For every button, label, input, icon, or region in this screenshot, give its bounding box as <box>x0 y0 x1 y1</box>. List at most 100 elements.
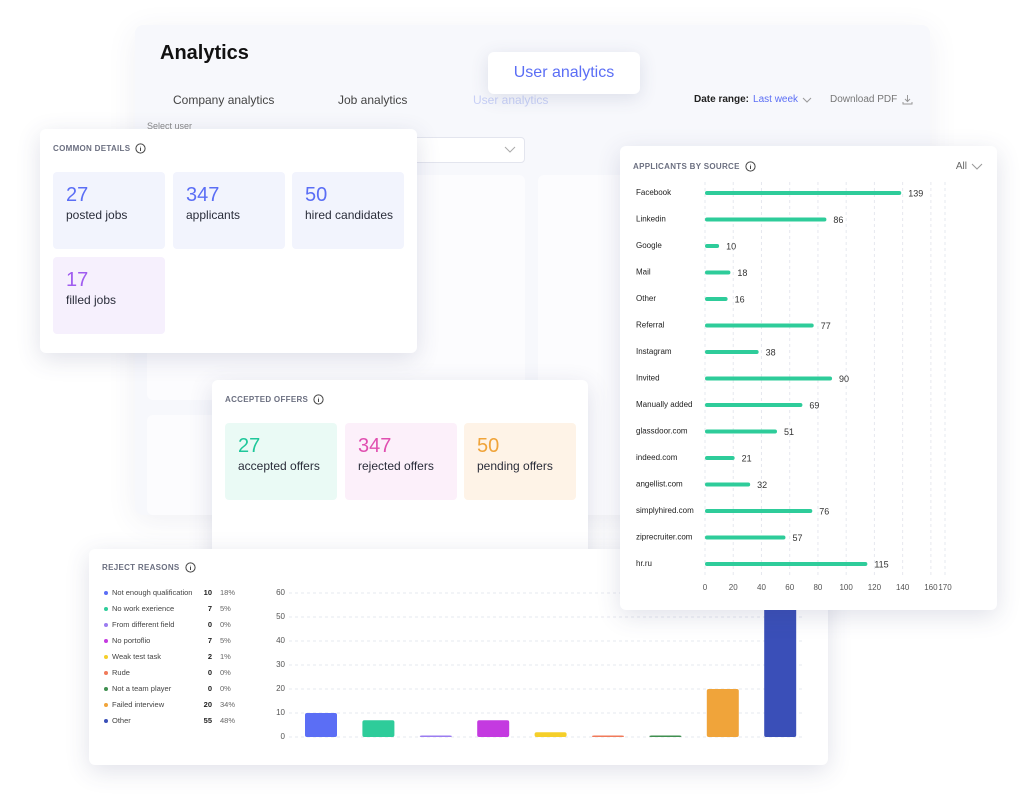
ghost-card <box>147 415 217 515</box>
bar <box>705 376 833 381</box>
category-label: ziprecruiter.com <box>636 533 693 542</box>
category-label: indeed.com <box>636 453 678 462</box>
card-title: ACCEPTED OFFERS <box>225 395 309 404</box>
legend-dot <box>104 687 108 691</box>
stat-label: posted jobs <box>66 208 128 222</box>
bar <box>419 735 452 737</box>
stat-label: rejected offers <box>358 459 434 473</box>
info-icon <box>184 562 196 573</box>
bar <box>705 270 731 275</box>
stat-label: applicants <box>186 208 241 222</box>
bar <box>705 509 813 513</box>
info-icon <box>135 143 146 154</box>
legend-label: No portoflio <box>112 636 150 645</box>
active-tab-label: User analytics <box>513 64 615 81</box>
stat-label: hired candidates <box>305 208 394 222</box>
value-label: 90 <box>839 374 849 384</box>
source-filter[interactable]: All <box>956 161 983 172</box>
category-label: Facebook <box>636 188 672 197</box>
legend-count: 0 <box>208 684 212 693</box>
legend-dot <box>104 591 108 595</box>
tab[interactable]: User analytics <box>473 93 549 107</box>
legend-percent: 48% <box>220 716 235 725</box>
category-label: Invited <box>636 374 660 383</box>
legend-label: Rude <box>112 668 130 677</box>
bar <box>705 350 759 354</box>
value-label: 16 <box>735 294 745 304</box>
x-tick-label: 80 <box>813 583 822 592</box>
download-pdf[interactable]: Download PDF <box>830 94 913 105</box>
legend-dot <box>104 671 108 675</box>
bar <box>705 403 803 407</box>
stat-value: 17 <box>66 269 89 291</box>
legend-label: Not enough qualification <box>112 588 192 597</box>
stat-tile: 17 filled jobs <box>53 257 165 334</box>
tab[interactable]: Company analytics <box>173 93 275 107</box>
date-range[interactable]: Date range: Last week <box>694 94 812 105</box>
legend-count: 0 <box>208 668 212 677</box>
stat-value: 27 <box>66 184 89 206</box>
legend-label: Other <box>112 716 131 725</box>
y-tick-label: 20 <box>276 684 285 693</box>
legend-percent: 0% <box>220 684 231 693</box>
bar <box>649 735 682 737</box>
legend-dot <box>104 719 108 723</box>
y-tick-label: 60 <box>276 588 285 597</box>
bar <box>705 535 786 540</box>
legend-percent: 0% <box>220 620 231 629</box>
x-tick-label: 0 <box>703 583 708 592</box>
stat-value: 50 <box>477 435 500 457</box>
bar <box>705 244 720 248</box>
info-icon <box>313 394 324 405</box>
legend-label: No work exerience <box>112 604 174 613</box>
filter-label: All <box>955 161 967 172</box>
y-tick-label: 10 <box>276 708 285 717</box>
source-chart: 0 20 40 60 80 100 120 140 160 170 Facebook 139 Linke… <box>636 182 952 592</box>
legend-percent: 5% <box>220 636 231 645</box>
stat-tile: 50 pending offers <box>464 423 576 500</box>
legend-percent: 34% <box>220 700 235 709</box>
stat-label: accepted offers <box>238 459 320 473</box>
legend-count: 20 <box>204 700 212 709</box>
value-label: 115 <box>874 559 888 569</box>
legend-count: 0 <box>208 620 212 629</box>
download-icon <box>902 95 913 105</box>
info-icon <box>745 161 756 172</box>
category-label: glassdoor.com <box>636 427 688 436</box>
legend-dot <box>104 703 108 707</box>
bar <box>705 456 735 460</box>
stat-tile: 347 applicants <box>173 172 285 249</box>
legend-label: From different field <box>112 620 174 629</box>
value-label: 10 <box>726 241 736 251</box>
stat-label: filled jobs <box>66 293 117 307</box>
page-title: Analytics <box>160 42 249 64</box>
value-label: 32 <box>757 480 767 490</box>
category-label: simplyhired.com <box>636 506 694 515</box>
value-label: 18 <box>737 268 747 278</box>
active-tab-pill[interactable]: User analytics <box>488 52 640 94</box>
legend-percent: 18% <box>220 588 235 597</box>
card-title: APPLICANTS BY SOURCE <box>633 162 740 171</box>
y-tick-label: 30 <box>276 660 285 669</box>
card-header: ACCEPTED OFFERS <box>225 394 324 405</box>
legend-count: 10 <box>204 588 212 597</box>
bar <box>705 191 902 195</box>
bar <box>592 735 624 737</box>
date-range-value: Last week <box>753 94 799 105</box>
value-label: 21 <box>742 453 752 463</box>
value-label: 76 <box>819 506 829 516</box>
chevron <box>504 146 516 153</box>
bar <box>706 689 739 737</box>
bar <box>362 720 395 737</box>
category-label: hr.ru <box>636 559 652 568</box>
chevron <box>971 163 983 170</box>
legend-dot <box>104 639 108 643</box>
x-tick-label: 160 <box>924 583 938 592</box>
legend-count: 55 <box>204 716 212 725</box>
common-details-card: COMMON DETAILS 27 posted jobs 347 applicant… <box>40 129 417 353</box>
accepted-offers-card: ACCEPTED OFFERS 27 accepted offers 347 reje… <box>212 380 588 570</box>
bar <box>764 605 797 737</box>
bar <box>534 732 567 737</box>
tab[interactable]: Job analytics <box>338 93 408 107</box>
